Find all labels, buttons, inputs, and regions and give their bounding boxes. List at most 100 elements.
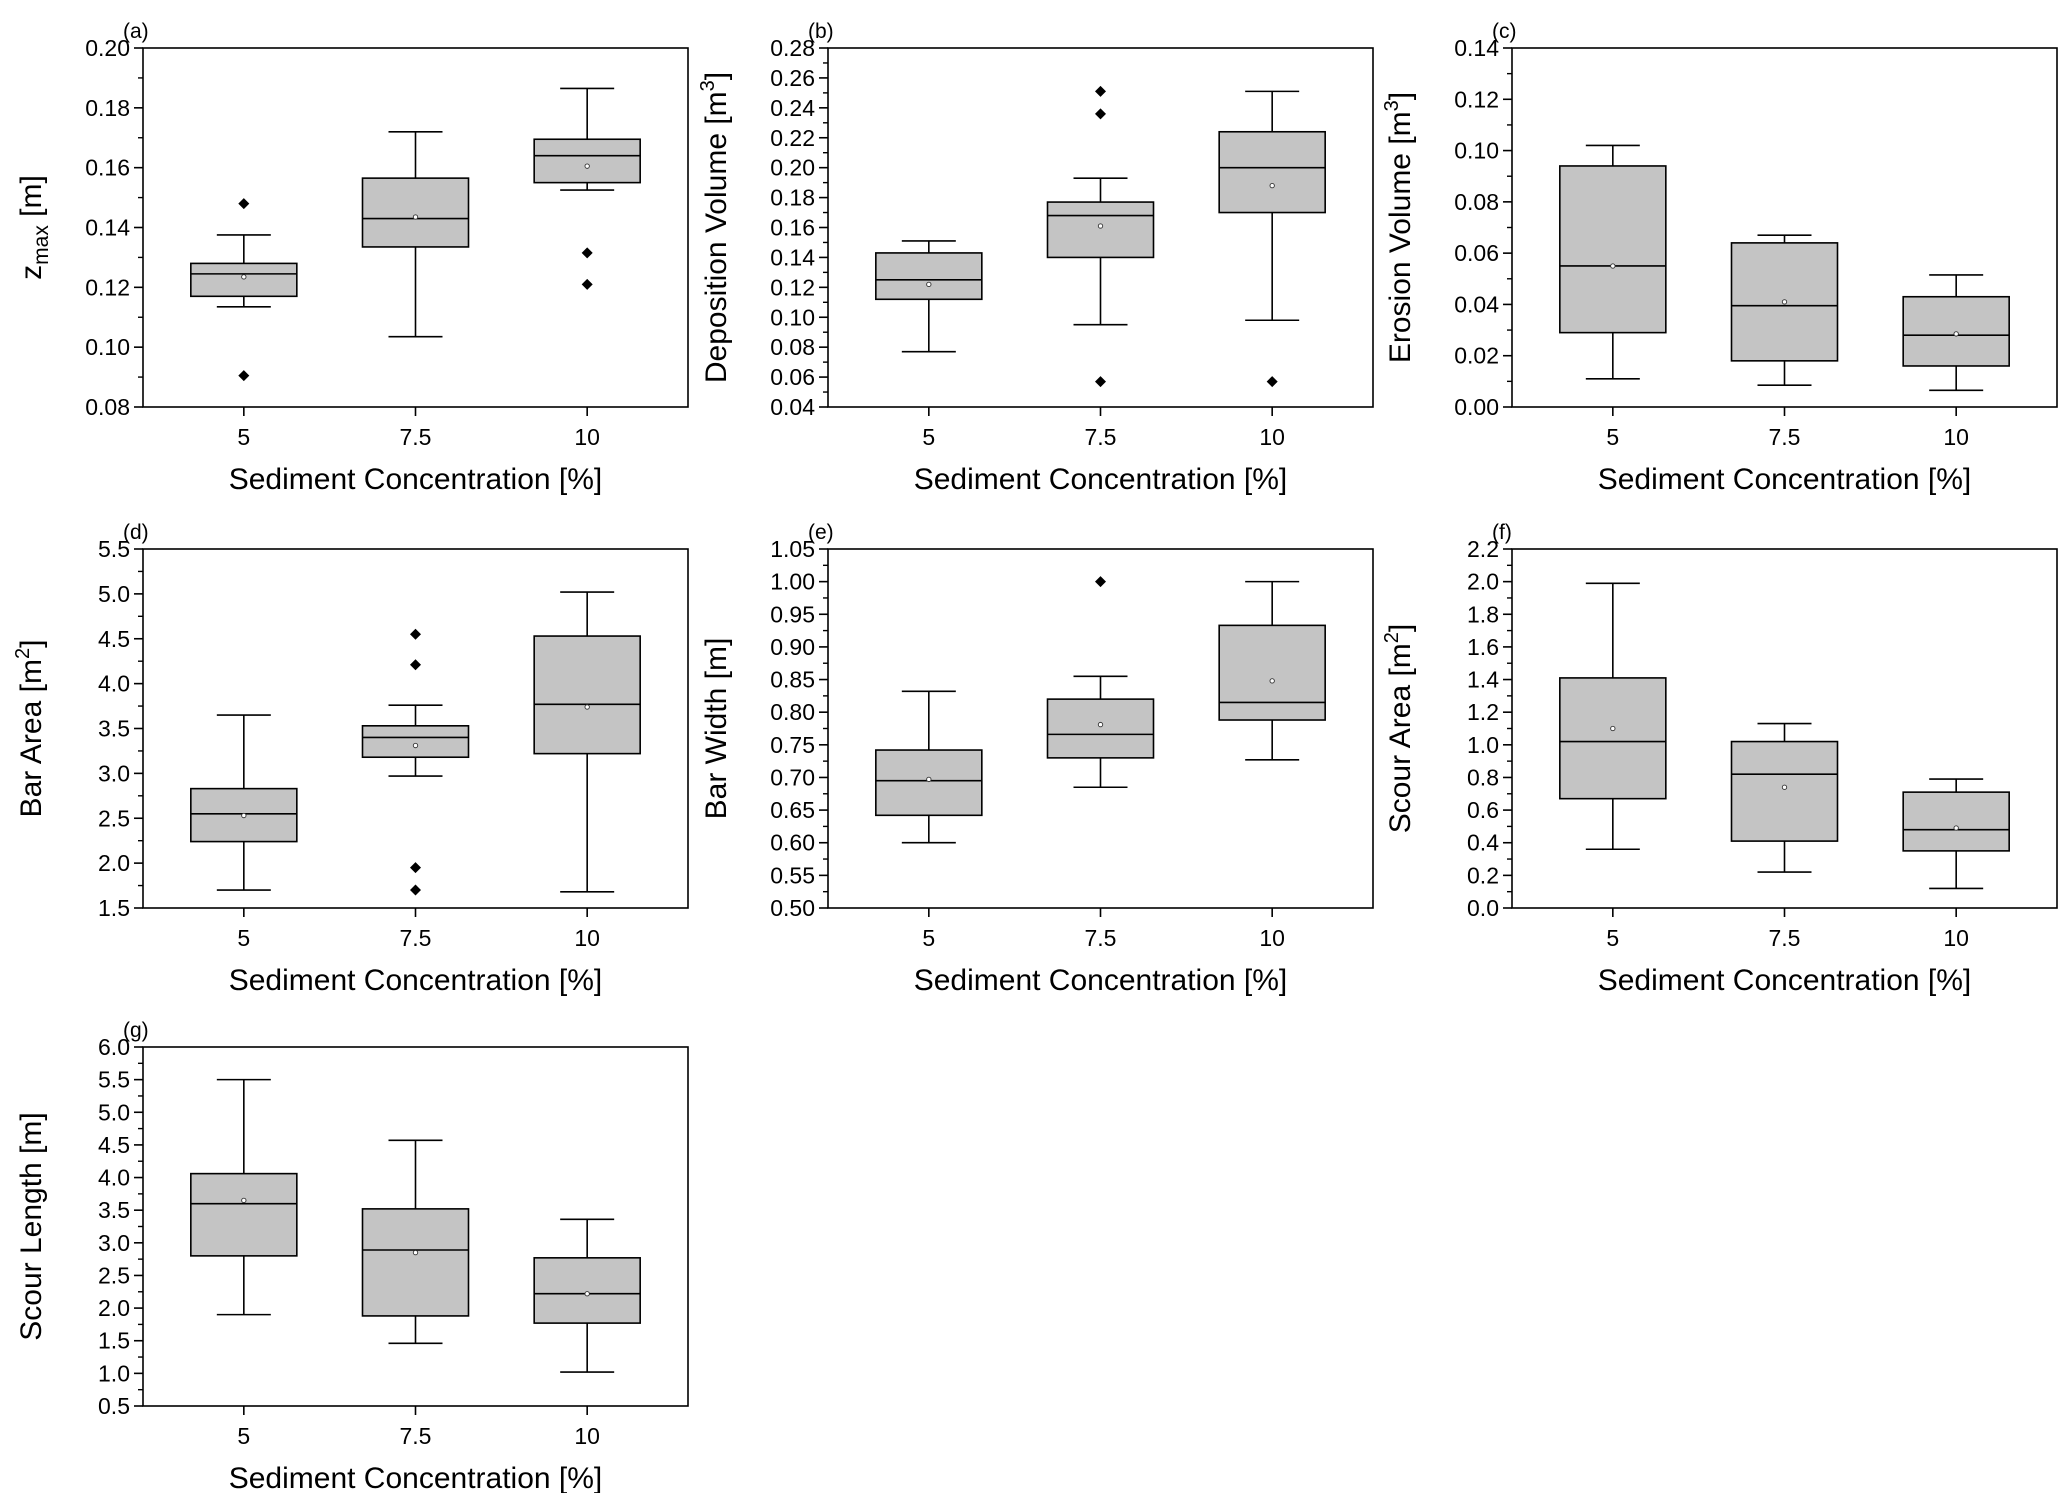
x-axis-title: Sediment Concentration [%] bbox=[1598, 964, 1972, 997]
y-tick-label: 2.2 bbox=[1467, 536, 1499, 562]
x-tick-label: 7.5 bbox=[400, 424, 432, 450]
y-tick-label: 6.0 bbox=[98, 1034, 130, 1060]
y-tick-label: 0.95 bbox=[770, 601, 815, 627]
box-7.5 bbox=[1730, 234, 1839, 387]
mean-marker bbox=[584, 163, 590, 169]
y-tick-label: 0.90 bbox=[770, 634, 815, 660]
outlier-point bbox=[1095, 85, 1106, 97]
x-tick-label: 7.5 bbox=[1085, 424, 1117, 450]
y-tick-label: 0.04 bbox=[770, 394, 815, 420]
y-axis-title-text: Deposition Volume [m bbox=[700, 91, 733, 383]
y-tick-label: 0.20 bbox=[85, 35, 130, 61]
y-tick-label: 3.5 bbox=[98, 1197, 130, 1223]
outlier-point bbox=[238, 198, 250, 210]
x-tick-label: 7.5 bbox=[1769, 925, 1801, 951]
outlier-point bbox=[1095, 576, 1106, 588]
box-5 bbox=[875, 690, 983, 844]
mean-marker bbox=[1269, 182, 1275, 189]
mean-marker bbox=[1610, 263, 1616, 269]
mean-marker bbox=[926, 776, 932, 783]
y-tick-label: 1.8 bbox=[1467, 601, 1499, 627]
mean-marker bbox=[241, 812, 247, 819]
y-axis-title-superscript: 3 bbox=[1381, 100, 1403, 111]
panel-label: (e) bbox=[808, 521, 834, 544]
y-tick-label: 5.0 bbox=[98, 1099, 130, 1125]
box-5 bbox=[1559, 144, 1667, 380]
x-tick-label: 10 bbox=[1259, 424, 1285, 450]
mean-marker bbox=[1610, 725, 1616, 732]
outlier-point bbox=[410, 884, 421, 896]
y-tick-label: 0.6 bbox=[1467, 797, 1499, 823]
y-tick-label: 0.08 bbox=[1454, 189, 1499, 215]
outlier-point bbox=[410, 659, 421, 671]
x-tick-label: 5 bbox=[237, 925, 250, 951]
iqr-box bbox=[1046, 698, 1155, 759]
y-tick-label: 0.16 bbox=[770, 215, 815, 241]
box-10 bbox=[533, 1218, 641, 1373]
y-tick-label: 0.60 bbox=[770, 830, 815, 856]
y-tick-label: 0.16 bbox=[85, 155, 130, 181]
panel-e: (e) 0.50 0.55 0.60 0.65 0.70 0.75 0.80 0.85 0.90 0… bbox=[700, 521, 1374, 997]
y-axis-title: Bar Width [m] bbox=[700, 638, 733, 820]
x-axis-title: Sediment Concentration [%] bbox=[229, 964, 603, 997]
y-tick-label: 0.06 bbox=[1454, 240, 1499, 266]
y-axis-title-text: Erosion Volume [m bbox=[1384, 111, 1417, 363]
y-tick-label: 2.0 bbox=[98, 850, 130, 876]
y-axis-title-superscript: 2 bbox=[1381, 632, 1403, 643]
iqr-box bbox=[1218, 624, 1326, 721]
iqr-box bbox=[1902, 295, 2010, 367]
mean-marker bbox=[241, 1197, 247, 1204]
box-7.5 bbox=[361, 628, 470, 896]
mean-marker bbox=[926, 281, 932, 287]
y-tick-label: 0.0 bbox=[1467, 895, 1499, 921]
box-5 bbox=[875, 240, 983, 353]
y-axis-title: Erosion Volume [m3] bbox=[1381, 92, 1417, 363]
mean-marker bbox=[1781, 299, 1788, 305]
y-tick-label: 0.8 bbox=[1467, 764, 1499, 790]
y-tick-label: 0.65 bbox=[770, 797, 815, 823]
box-10 bbox=[1218, 90, 1326, 388]
y-tick-label: 0.10 bbox=[1454, 138, 1499, 164]
y-tick-label: 0.00 bbox=[1454, 394, 1499, 420]
panel-g: (g) 0.5 1.0 1.5 2.0 2.5 3.0 3.5 4.0 4.5 5.0 5.5 6.0 5… bbox=[15, 1019, 689, 1493]
y-tick-label: 5.0 bbox=[98, 581, 130, 607]
x-tick-label: 10 bbox=[1943, 925, 1969, 951]
y-tick-label: 0.5 bbox=[98, 1393, 130, 1419]
y-axis-title-text: Bar Area [m bbox=[15, 659, 48, 817]
x-axis-title: Sediment Concentration [%] bbox=[914, 463, 1288, 496]
y-tick-label: 0.14 bbox=[85, 215, 130, 241]
y-tick-label: 4.5 bbox=[98, 626, 130, 652]
x-tick-label: 5 bbox=[237, 1423, 250, 1449]
mean-marker bbox=[412, 214, 419, 220]
outlier-point bbox=[581, 247, 593, 259]
y-axis-title: zmax [m] bbox=[15, 175, 53, 280]
y-tick-label: 0.26 bbox=[770, 65, 815, 91]
outlier-point bbox=[238, 370, 250, 382]
y-tick-label: 5.5 bbox=[98, 536, 130, 562]
outlier-point bbox=[410, 628, 421, 640]
box-10 bbox=[533, 591, 641, 893]
y-tick-label: 1.5 bbox=[98, 895, 130, 921]
y-axis-title: Scour Area [m2] bbox=[1381, 624, 1417, 834]
y-tick-label: 0.10 bbox=[85, 334, 130, 360]
y-tick-label: 0.75 bbox=[770, 732, 815, 758]
x-tick-label: 5 bbox=[1606, 424, 1619, 450]
panel-label: (g) bbox=[123, 1019, 149, 1042]
box-10 bbox=[533, 87, 641, 290]
iqr-box bbox=[533, 635, 641, 755]
iqr-box bbox=[1559, 677, 1667, 800]
y-tick-label: 2.0 bbox=[98, 1295, 130, 1321]
y-tick-label: 0.55 bbox=[770, 862, 815, 888]
panel-b: (b) 0.04 0.06 0.08 0.10 0.12 0.14 0.16 0.18 0.20 0… bbox=[697, 20, 1374, 496]
x-tick-label: 5 bbox=[922, 925, 935, 951]
outlier-point bbox=[1095, 376, 1106, 388]
iqr-box bbox=[1218, 130, 1326, 214]
x-axis-title: Sediment Concentration [%] bbox=[914, 964, 1288, 997]
outlier-point bbox=[581, 278, 593, 290]
iqr-box bbox=[533, 138, 641, 184]
x-tick-label: 5 bbox=[922, 424, 935, 450]
y-tick-label: 1.5 bbox=[98, 1328, 130, 1354]
y-tick-label: 2.5 bbox=[98, 1262, 130, 1288]
x-axis-title: Sediment Concentration [%] bbox=[229, 463, 603, 496]
